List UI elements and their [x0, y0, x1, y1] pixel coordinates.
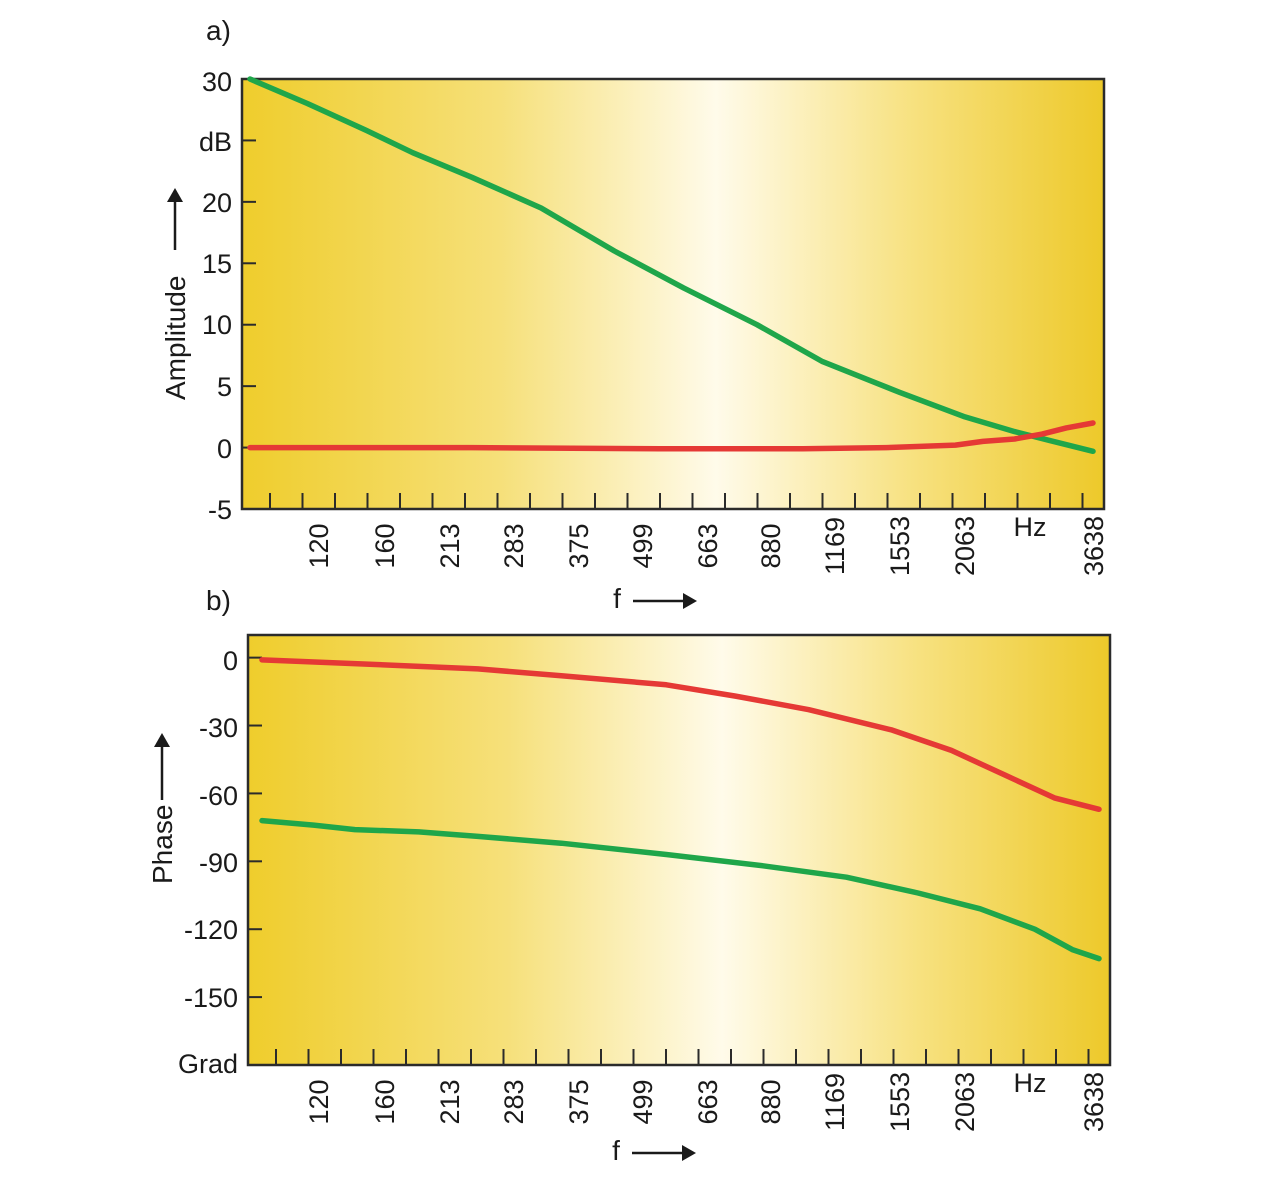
series-line-green [247, 76, 1096, 455]
x-tick-label: 2063 [950, 1072, 980, 1132]
y-axis-title: Amplitude [160, 275, 191, 400]
x-tick-label: 3638 [1079, 516, 1109, 576]
y-axis-title: Phase [147, 805, 178, 884]
x-axis-arrowhead [682, 1145, 696, 1161]
y-axis-arrowhead [167, 188, 183, 202]
x-tick-label: 880 [756, 1079, 786, 1124]
y-tick-label: 10 [202, 310, 232, 340]
x-tick-label: 499 [628, 1079, 658, 1124]
x-tick-label: 213 [435, 523, 465, 568]
panel-amplitude: 30 dB 20 15 10 5 0 -5 120 160 213 283 375 499 663 880 11… [160, 15, 1109, 614]
x-tick-label: 120 [304, 1079, 334, 1124]
plot-background [248, 635, 1110, 1065]
x-tick-label: 663 [693, 523, 723, 568]
plot-background [242, 79, 1104, 509]
x-tick-label: 160 [370, 1079, 400, 1124]
y-tick-label: -120 [184, 915, 238, 945]
y-axis-arrowhead [154, 733, 170, 747]
y-tick-label: -90 [199, 848, 238, 878]
x-tick-label: 1553 [885, 1072, 915, 1132]
x-axis-title: f [612, 1135, 620, 1166]
plot-frame [246, 633, 1112, 1067]
x-tick-label: Hz [1014, 512, 1047, 542]
x-tick-label: 880 [756, 523, 786, 568]
x-tick-label: 499 [628, 523, 658, 568]
y-tick-label: 0 [217, 434, 232, 464]
x-tick-label: 1169 [820, 1073, 850, 1131]
x-tick-label: 2063 [950, 516, 980, 576]
x-tick-label: Hz [1014, 1068, 1047, 1098]
y-tick-label: 0 [223, 646, 238, 676]
y-tick-label: Grad [178, 1049, 238, 1079]
x-tick-label: 375 [564, 523, 594, 568]
y-tick-label: 5 [217, 372, 232, 402]
panel-label: a) [206, 15, 231, 46]
x-tick-label: 663 [693, 1079, 723, 1124]
series-line-red [259, 657, 1102, 813]
x-tick-label: 1169 [820, 517, 850, 575]
x-tick-label: 375 [564, 1079, 594, 1124]
y-tick-label: 15 [202, 249, 232, 279]
x-axis-title: f [613, 583, 621, 614]
y-tick-label: -150 [184, 983, 238, 1013]
panel-phase: 0 -30 -60 -90 -120 -150 Grad 120 160 213 283 375 499… [147, 585, 1112, 1166]
x-tick-label: 3638 [1079, 1072, 1109, 1132]
series-line-green [259, 817, 1102, 962]
x-tick-label: 283 [499, 1079, 529, 1124]
y-tick-label: -30 [199, 713, 238, 743]
y-tick-label: -60 [199, 781, 238, 811]
panel-label: b) [206, 585, 231, 616]
x-tick-label: 160 [370, 523, 400, 568]
series-line-red [247, 420, 1096, 452]
y-tick-label: 20 [202, 188, 232, 218]
y-tick-label: 30 [202, 67, 232, 97]
y-tick-label: dB [199, 127, 232, 157]
x-tick-label: 1553 [885, 516, 915, 576]
plot-frame [240, 77, 1106, 511]
x-axis-arrowhead [683, 593, 697, 609]
x-tick-label: 283 [499, 523, 529, 568]
x-tick-label: 213 [435, 1079, 465, 1124]
x-tick-label: 120 [304, 523, 334, 568]
y-tick-label: -5 [208, 495, 232, 525]
